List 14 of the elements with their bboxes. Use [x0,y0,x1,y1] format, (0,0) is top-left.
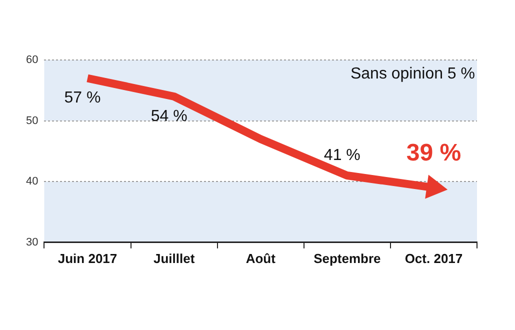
data-label: 57 % [64,90,101,107]
y-tick-label: 50 [26,114,38,127]
x-tick-label: Oct. 2017 [404,250,463,266]
y-tick-label: 30 [26,236,38,248]
annotation: Sans opinion 5 % [350,65,475,82]
x-tick-label: Septembre [314,250,381,266]
y-tick-label: 40 [26,176,38,188]
data-label: 54 % [150,108,188,125]
x-tick-label: Juilllet [153,250,196,266]
x-tick-label: Juin 2017 [58,250,118,266]
x-tick-label: Août [246,250,276,266]
data-label: 41 % [324,146,360,164]
y-tick-label: 60 [26,54,38,66]
data-label: 39 % [406,139,462,166]
